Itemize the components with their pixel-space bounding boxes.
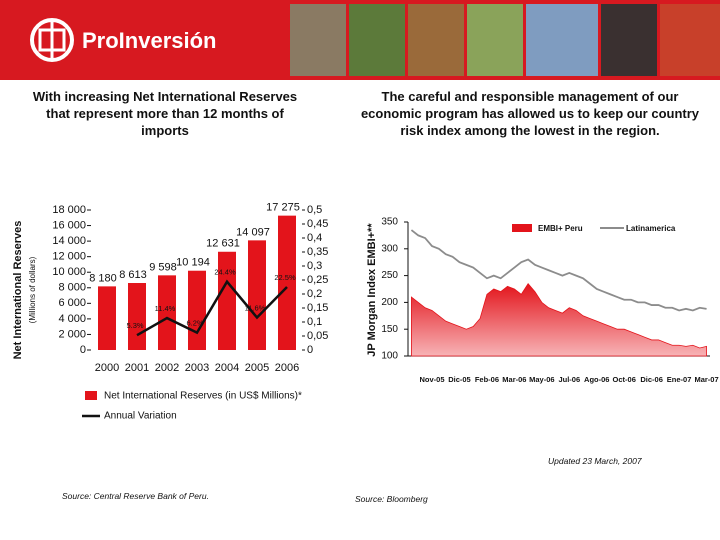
- y-axis-title: Net International Reserves: [12, 221, 24, 360]
- y-tick-label: 300: [381, 243, 398, 254]
- legend-label: EMBI+ Peru: [538, 224, 583, 233]
- area: [411, 282, 707, 357]
- x-tick-label: Ago-06: [584, 375, 609, 384]
- header-photo: [526, 4, 598, 76]
- x-tick-label: Jul-06: [558, 375, 580, 384]
- y2-tick-label: 0: [307, 344, 313, 356]
- line-value-label: 11.4%: [155, 304, 176, 313]
- y-tick-label: 350: [381, 217, 398, 228]
- y-tick-label: 0: [80, 344, 86, 356]
- header-photo: [601, 4, 657, 76]
- line-value-label: 5.3%: [126, 321, 143, 330]
- x-tick-label: Dic-06: [640, 375, 663, 384]
- update-note: Updated 23 March, 2007: [548, 456, 642, 466]
- x-tick-label: 2001: [125, 362, 149, 374]
- x-tick-label: Ene-07: [667, 375, 692, 384]
- y2-tick-label: 0,35: [307, 246, 328, 258]
- line-value-label: 24.4%: [214, 268, 236, 277]
- bar: [218, 251, 236, 350]
- variation-line: [136, 279, 288, 337]
- bar-value-label: 8 613: [119, 269, 147, 281]
- bar: [188, 270, 206, 350]
- x-tick-label: Mar-07: [694, 375, 718, 384]
- logo-text: ProInversión: [82, 28, 216, 53]
- y-axis-title: JP Morgan Index EMBI+**: [366, 223, 378, 357]
- y-tick-label: 150: [381, 324, 398, 335]
- bar-value-label: 14 097: [236, 226, 270, 238]
- bar: [248, 240, 266, 350]
- line-value-label: 22.5%: [274, 273, 296, 282]
- header-photo: [408, 4, 464, 76]
- y-tick-label: 16 000: [52, 219, 86, 231]
- x-tick-label: Mar-06: [502, 375, 526, 384]
- left-heading: With increasing Net International Reserv…: [32, 89, 298, 138]
- x-tick-label: 2006: [275, 362, 299, 374]
- y2-tick-label: 0,15: [307, 302, 328, 314]
- y-tick-label: 14 000: [52, 235, 86, 247]
- legend-label: Annual Variation: [104, 411, 177, 422]
- source-note: Source: Central Reserve Bank of Peru.: [62, 491, 209, 501]
- x-tick-label: Oct-06: [613, 375, 636, 384]
- y-tick-label: 100: [381, 351, 398, 362]
- right-heading: The careful and responsible management o…: [360, 89, 700, 138]
- bar: [278, 215, 296, 350]
- legend-label: Latinamerica: [626, 224, 676, 233]
- y-tick-label: 6 000: [58, 297, 86, 309]
- y2-tick-label: 0,4: [307, 232, 322, 244]
- y2-tick-label: 0,25: [307, 274, 328, 286]
- x-tick-label: Nov-05: [420, 375, 445, 384]
- x-tick-label: Dic-05: [448, 375, 471, 384]
- x-tick-label: 2003: [185, 362, 209, 374]
- y2-tick-label: 0,2: [307, 288, 322, 300]
- bar-value-label: 10 194: [176, 257, 210, 269]
- x-tick-label: 2005: [245, 362, 269, 374]
- bar-value-label: 17 275: [266, 202, 300, 214]
- header-photo: [290, 4, 346, 76]
- bar-value-label: 8 180: [89, 272, 117, 284]
- source-note: Source: Bloomberg: [355, 494, 428, 504]
- y-tick-label: 18 000: [52, 204, 86, 216]
- bar: [98, 286, 116, 350]
- y2-tick-label: 0,3: [307, 260, 322, 272]
- x-tick-label: Feb-06: [475, 375, 499, 384]
- y-tick-label: 200: [381, 297, 398, 308]
- y-tick-label: 250: [381, 270, 398, 281]
- y-tick-label: 2 000: [58, 328, 86, 340]
- line-value-label: 6.2%: [186, 319, 203, 328]
- x-tick-label: May-06: [529, 375, 554, 384]
- y-tick-label: 12 000: [52, 251, 86, 263]
- bar-value-label: 12 631: [206, 238, 240, 250]
- legend-label: Net International Reserves (in US$ Milli…: [104, 391, 302, 402]
- line-value-label: 11.6%: [245, 304, 266, 313]
- bar-value-label: 9 598: [149, 261, 177, 273]
- y2-tick-label: 0,05: [307, 330, 328, 342]
- legend-swatch: [512, 224, 532, 232]
- header-photo: [467, 4, 523, 76]
- header-photo: [349, 4, 405, 76]
- bar: [158, 275, 176, 350]
- legend-swatch: [85, 391, 97, 400]
- logo-icon: [30, 18, 74, 62]
- y2-tick-label: 0,1: [307, 316, 322, 328]
- y-tick-label: 10 000: [52, 266, 86, 278]
- y2-tick-label: 0,5: [307, 204, 322, 216]
- x-tick-label: 2004: [215, 362, 239, 374]
- y2-tick-label: 0,45: [307, 218, 328, 230]
- y-tick-label: 4 000: [58, 313, 86, 325]
- x-tick-label: 2002: [155, 362, 179, 374]
- x-tick-label: 2000: [95, 362, 119, 374]
- line: [410, 229, 707, 312]
- y-tick-label: 8 000: [58, 282, 86, 294]
- bar: [128, 283, 146, 350]
- y-axis-subtitle: (Millions of dollars): [28, 256, 37, 323]
- header-photo: [660, 4, 720, 76]
